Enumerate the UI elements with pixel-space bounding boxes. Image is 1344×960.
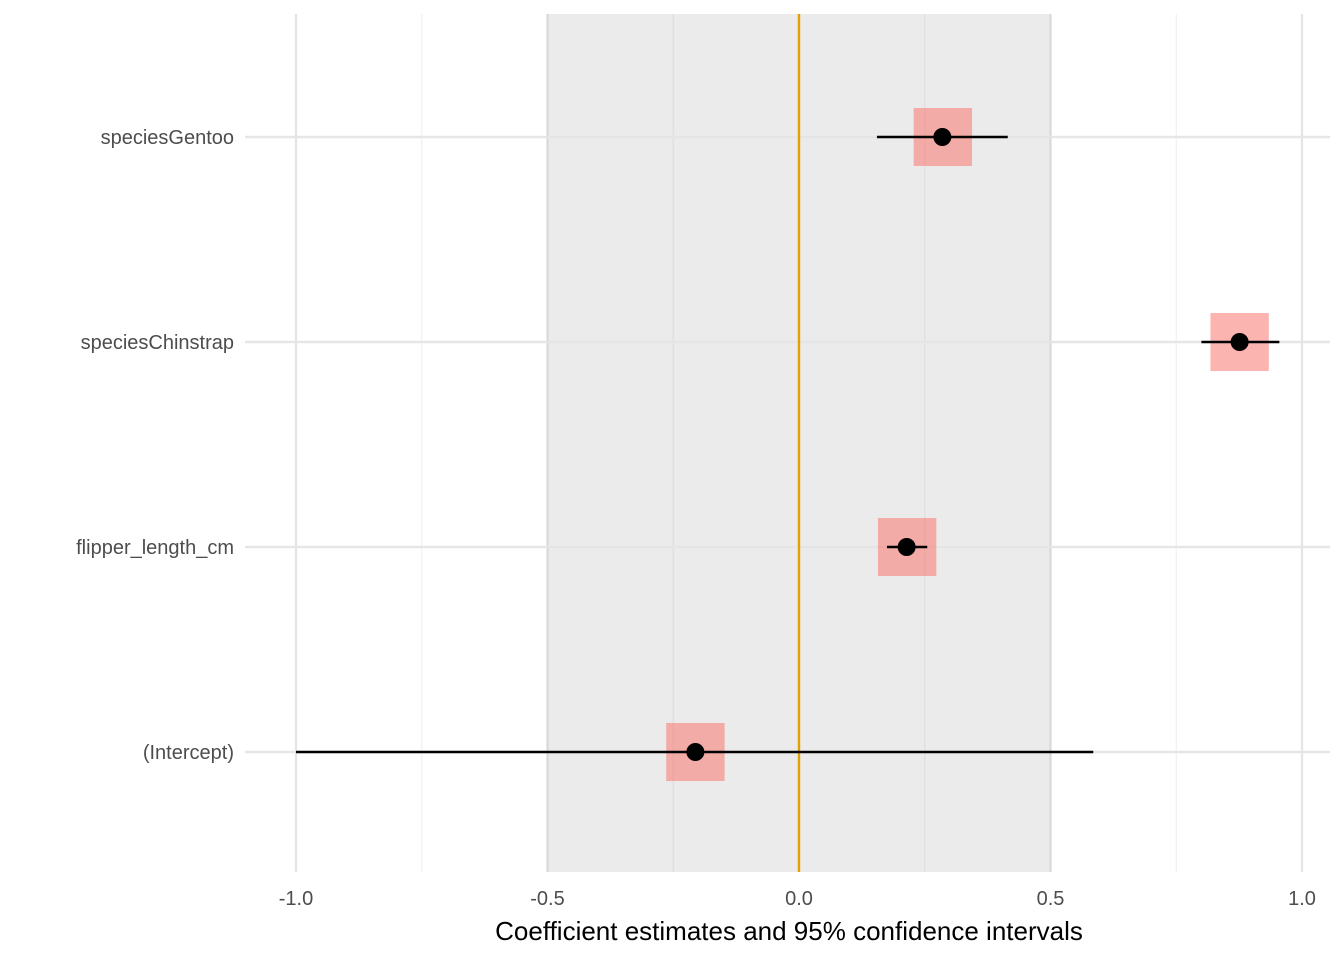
y-tick-label: speciesChinstrap xyxy=(81,332,234,354)
x-tick-labels: -1.0 -0.5 0.0 0.5 1.0 xyxy=(279,888,1316,910)
x-axis-title: Coefficient estimates and 95% confidence… xyxy=(495,916,1083,946)
x-tick-label: -1.0 xyxy=(279,888,313,910)
estimate-point xyxy=(933,128,952,146)
y-tick-label: flipper_length_cm xyxy=(76,537,234,559)
x-tick-label: 0.0 xyxy=(785,888,813,910)
y-tick-label: (Intercept) xyxy=(143,742,234,764)
x-tick-label: 1.0 xyxy=(1288,888,1316,910)
estimate-point xyxy=(897,538,916,556)
x-tick-label: 0.5 xyxy=(1037,888,1065,910)
estimate-point xyxy=(1230,333,1249,351)
x-tick-label: -0.5 xyxy=(530,888,564,910)
y-tick-label: speciesGentoo xyxy=(101,127,234,149)
y-tick-labels: speciesGentoo speciesChinstrap flipper_len… xyxy=(76,127,234,764)
points-layer xyxy=(686,128,1249,761)
estimate-point xyxy=(686,743,705,761)
